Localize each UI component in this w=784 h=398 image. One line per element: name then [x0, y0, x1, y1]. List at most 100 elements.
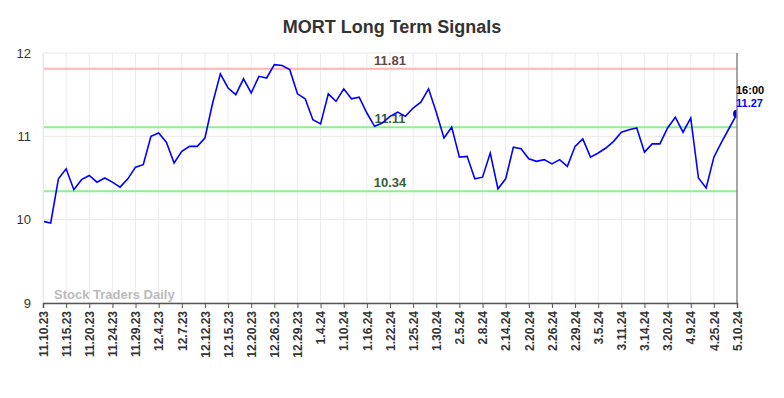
- grid-line-x: [43, 53, 44, 303]
- x-tick: 11.20.23: [83, 303, 97, 357]
- x-tick-label: 12.29.23: [291, 311, 305, 358]
- x-tick: 4.9.24: [684, 303, 698, 344]
- x-tick-mark: [575, 303, 576, 308]
- x-tick-label: 1.4.24: [314, 311, 328, 345]
- x-tick: 12.15.23: [222, 303, 236, 358]
- x-tick: 1.22.24: [384, 303, 398, 351]
- grid-line-x: [598, 53, 599, 303]
- y-tick-label: 9: [24, 296, 31, 311]
- x-axis: 11.10.23 11.15.23 11.20.23 11.24.23 11.29.23…: [37, 303, 745, 358]
- x-tick-label: 1.16.24: [361, 311, 375, 351]
- y-tick-label: 12: [17, 46, 31, 61]
- x-tick: 12.29.23: [291, 303, 305, 358]
- x-tick-label: 3.5.24: [592, 311, 606, 345]
- x-tick-mark: [436, 303, 437, 308]
- x-tick: 1.4.24: [314, 303, 328, 344]
- x-tick-mark: [598, 303, 599, 308]
- x-tick-label: 12.15.23: [222, 311, 236, 358]
- x-tick: 5.10.24: [731, 303, 745, 351]
- x-tick-mark: [112, 303, 113, 308]
- grid-line-x: [713, 53, 714, 303]
- y-tick: 12: [17, 46, 43, 61]
- grid-line-x: [528, 53, 529, 303]
- x-tick-label: 11.15.23: [60, 311, 74, 357]
- x-tick: 12.20.23: [245, 303, 259, 358]
- x-tick-label: 1.25.24: [407, 311, 421, 351]
- x-tick-mark: [251, 303, 252, 308]
- grid-line-x: [204, 53, 205, 303]
- x-tick-mark: [737, 303, 738, 308]
- x-tick-label: 2.29.24: [569, 311, 583, 351]
- grid-line-x: [66, 53, 67, 303]
- x-tick: 4.25.24: [708, 303, 722, 351]
- x-tick-label: 2.14.24: [499, 311, 513, 351]
- x-tick-label: 1.10.24: [337, 311, 351, 351]
- grid-line-x: [575, 53, 576, 303]
- x-tick-mark: [483, 303, 484, 308]
- grid-line-x: [690, 53, 691, 303]
- grid-line-x: [551, 53, 552, 303]
- x-tick: 1.25.24: [407, 303, 421, 351]
- x-tick: 12.12.23: [199, 303, 213, 358]
- x-tick-mark: [691, 303, 692, 308]
- x-tick-label: 5.10.24: [731, 311, 745, 351]
- grid-line-x: [667, 53, 668, 303]
- grid-line-x: [181, 53, 182, 303]
- x-tick-mark: [136, 303, 137, 308]
- x-tick: 12.4.23: [152, 303, 166, 351]
- x-tick: 11.15.23: [60, 303, 74, 357]
- reference-label: 10.34: [374, 175, 407, 190]
- x-tick-label: 3.11.24: [615, 311, 629, 351]
- x-tick-label: 2.26.24: [546, 311, 560, 351]
- price-line: [43, 65, 737, 223]
- x-tick-mark: [644, 303, 645, 308]
- x-tick-label: 3.20.24: [661, 311, 675, 351]
- watermark: Stock Traders Daily: [54, 287, 175, 302]
- x-tick-mark: [390, 303, 391, 308]
- grid-line-x: [158, 53, 159, 303]
- grid-line-x: [320, 53, 321, 303]
- x-tick: 2.29.24: [569, 303, 583, 351]
- x-tick-mark: [552, 303, 553, 308]
- x-tick-mark: [344, 303, 345, 308]
- time-label: 16:00: [736, 84, 764, 96]
- x-tick-label: 11.24.23: [106, 311, 120, 357]
- x-tick-mark: [297, 303, 298, 308]
- x-tick: 2.26.24: [546, 303, 560, 351]
- y-tick: 10: [17, 212, 43, 227]
- x-tick: 11.29.23: [129, 303, 143, 357]
- x-tick-label: 12.26.23: [268, 311, 282, 358]
- x-tick-mark: [714, 303, 715, 308]
- series: [43, 65, 737, 223]
- title: MORT Long Term Signals: [283, 17, 502, 37]
- x-tick-mark: [228, 303, 229, 308]
- x-tick: 1.16.24: [361, 303, 375, 351]
- x-tick: 2.5.24: [453, 303, 467, 344]
- x-tick-mark: [66, 303, 67, 308]
- x-tick: 2.20.24: [523, 303, 537, 351]
- x-tick: 3.20.24: [661, 303, 675, 351]
- x-tick-label: 11.10.23: [37, 311, 51, 357]
- x-tick-label: 12.4.23: [152, 311, 166, 351]
- grid: [43, 53, 737, 303]
- x-tick-label: 11.20.23: [83, 311, 97, 357]
- x-tick-mark: [621, 303, 622, 308]
- grid-line-x: [112, 53, 113, 303]
- x-tick: 12.26.23: [268, 303, 282, 358]
- reference-line: [43, 126, 737, 128]
- grid-line-x: [436, 53, 437, 303]
- x-tick: 1.10.24: [337, 303, 351, 351]
- x-tick: 2.8.24: [476, 303, 490, 344]
- grid-line-x: [621, 53, 622, 303]
- x-tick-label: 1.30.24: [430, 311, 444, 351]
- x-tick: 12.7.23: [176, 303, 190, 351]
- grid-line-x: [274, 53, 275, 303]
- y-tick-label: 11: [18, 129, 32, 144]
- x-tick-mark: [529, 303, 530, 308]
- y-axis-line: [43, 54, 44, 304]
- grid-line-x: [135, 53, 136, 303]
- x-tick-mark: [205, 303, 206, 308]
- x-tick: 11.10.23: [37, 303, 51, 357]
- x-tick-mark: [89, 303, 90, 308]
- x-tick-mark: [43, 303, 44, 308]
